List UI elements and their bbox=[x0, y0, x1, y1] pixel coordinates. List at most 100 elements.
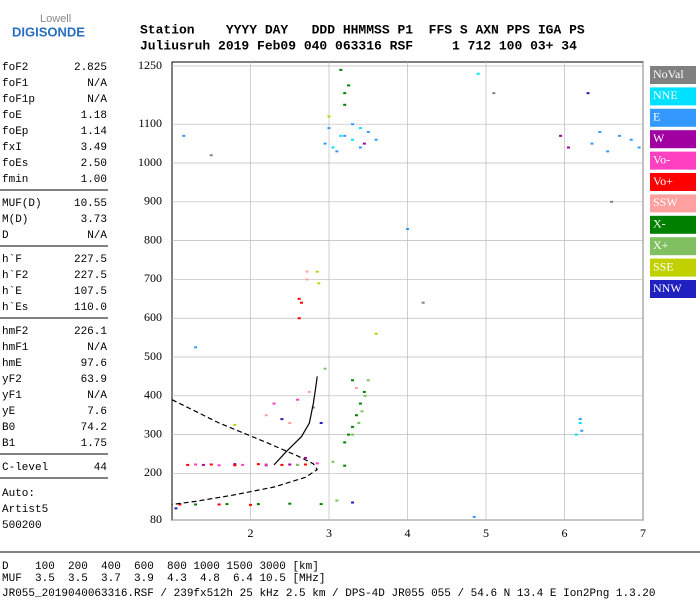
param-name: B0 bbox=[2, 422, 15, 434]
echo-point bbox=[174, 507, 178, 510]
param-value: 10.55 bbox=[74, 198, 107, 210]
param-value: 63.9 bbox=[81, 374, 107, 386]
y-tick-label: 500 bbox=[144, 349, 162, 363]
param-value: N/A bbox=[87, 94, 107, 106]
param-value: N/A bbox=[87, 342, 107, 354]
param-value: 1.14 bbox=[81, 126, 108, 138]
echo-point bbox=[209, 154, 213, 157]
echo-point bbox=[363, 394, 367, 397]
echo-point bbox=[280, 463, 284, 466]
echo-point bbox=[225, 503, 229, 506]
param-value: 74.2 bbox=[81, 422, 107, 434]
param-name: M(D) bbox=[2, 214, 28, 226]
echo-point bbox=[335, 150, 339, 153]
echo-point bbox=[194, 346, 198, 349]
echo-point bbox=[476, 72, 480, 75]
echo-point bbox=[272, 402, 276, 405]
echo-point bbox=[323, 367, 327, 370]
param-value: 110.0 bbox=[74, 302, 107, 314]
y-tick-label: 80 bbox=[150, 512, 162, 526]
param-value: N/A bbox=[87, 78, 107, 90]
echo-point bbox=[362, 142, 366, 145]
echo-point bbox=[406, 227, 409, 230]
echo-point bbox=[351, 123, 355, 126]
param-name: yF1 bbox=[2, 390, 22, 402]
legend-label: W bbox=[653, 131, 665, 145]
param-value: 3.73 bbox=[81, 214, 107, 226]
param-name: foF1p bbox=[2, 94, 35, 106]
echo-point bbox=[566, 146, 570, 149]
echo-point bbox=[580, 429, 584, 432]
echo-point bbox=[217, 464, 221, 467]
legend-swatch bbox=[650, 151, 696, 170]
echo-point bbox=[472, 515, 476, 518]
echo-point bbox=[182, 134, 186, 137]
legend-swatch bbox=[650, 173, 696, 191]
echo-point bbox=[578, 418, 582, 421]
param-name: C-level bbox=[2, 462, 48, 474]
profile-line bbox=[171, 399, 319, 506]
footer: JR055_2019040063316.RSF / 239fx512h 25 k… bbox=[2, 588, 656, 600]
param-name: h`F2 bbox=[2, 269, 28, 282]
param-name: foEp bbox=[2, 126, 28, 138]
legend-swatch bbox=[650, 130, 696, 149]
echo-point bbox=[217, 503, 221, 506]
echo-point bbox=[305, 270, 309, 273]
echo-point bbox=[300, 301, 304, 304]
echo-point bbox=[315, 462, 319, 465]
bottom-distance: D 100 200 400 600 800 1000 1500 3000 [km… bbox=[2, 561, 319, 573]
legend-swatch bbox=[650, 237, 696, 256]
echo-point bbox=[351, 433, 355, 436]
echo-point bbox=[574, 433, 578, 436]
echo-point bbox=[617, 134, 621, 137]
echo-point bbox=[331, 460, 335, 463]
legend-swatch bbox=[650, 66, 696, 84]
param-value: N/A bbox=[87, 390, 107, 402]
echo-point bbox=[351, 138, 355, 141]
echo-point bbox=[233, 423, 237, 426]
param-name: h`Es bbox=[2, 301, 28, 314]
header-values: Juliusruh 2019 Feb09 040 063316 RSF 1 71… bbox=[140, 38, 577, 53]
x-tick-label: 3 bbox=[326, 526, 332, 540]
param-name: hmF1 bbox=[2, 342, 29, 354]
echo-point bbox=[347, 433, 351, 436]
y-tick-label: 600 bbox=[144, 310, 162, 324]
param-name: yE bbox=[2, 406, 16, 418]
echo-point bbox=[303, 456, 307, 459]
y-tick-label: 800 bbox=[144, 232, 162, 246]
y-tick-label: 1250 bbox=[138, 58, 162, 72]
legend-swatch bbox=[650, 87, 696, 106]
param-name: hmE bbox=[2, 358, 22, 370]
echo-point bbox=[249, 503, 252, 506]
echo-point bbox=[354, 387, 358, 390]
echo-point bbox=[233, 464, 237, 467]
echo-point bbox=[343, 441, 347, 444]
echo-point bbox=[357, 421, 361, 424]
trace-line bbox=[273, 376, 318, 466]
header-labels: Station YYYY DAY DDD HHMMSS P1 FFS S AXN… bbox=[140, 22, 585, 37]
echo-point bbox=[331, 146, 335, 149]
echo-point bbox=[319, 421, 323, 424]
echo-point bbox=[351, 501, 355, 504]
echo-point bbox=[311, 406, 315, 409]
legend-swatch bbox=[650, 280, 696, 298]
legend-label: X+ bbox=[653, 238, 669, 252]
y-tick-label: 900 bbox=[144, 194, 162, 208]
echo-point bbox=[241, 463, 245, 466]
echo-point bbox=[335, 499, 339, 502]
param-value: 1.75 bbox=[81, 438, 107, 450]
param-name: h`E bbox=[2, 285, 22, 298]
echo-point bbox=[629, 138, 633, 141]
note: Artist5 bbox=[2, 504, 48, 516]
echo-point bbox=[305, 278, 309, 281]
param-value: 3.49 bbox=[81, 142, 107, 154]
echo-point bbox=[360, 410, 364, 413]
param-name: fxI bbox=[2, 142, 22, 154]
echo-point bbox=[256, 463, 260, 466]
param-value: 227.5 bbox=[74, 270, 107, 282]
x-tick-label: 7 bbox=[640, 526, 646, 540]
param-value: 7.6 bbox=[87, 406, 107, 418]
echo-point bbox=[374, 332, 378, 335]
echo-point bbox=[323, 142, 327, 145]
